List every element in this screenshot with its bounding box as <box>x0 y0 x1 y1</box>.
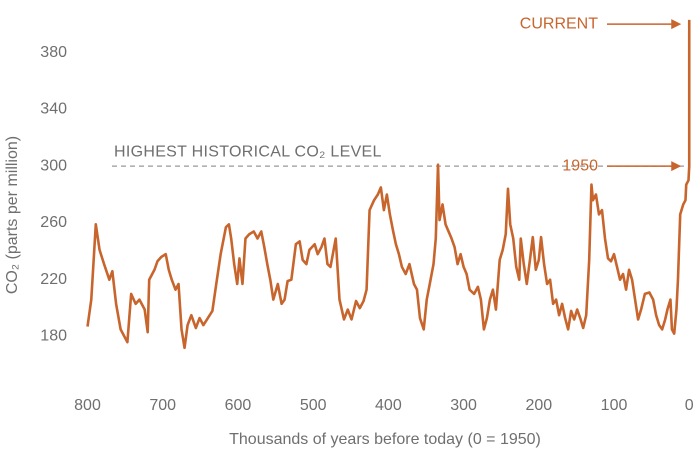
x-axis-label: Thousands of years before today (0 = 195… <box>229 431 541 448</box>
x-tick-label: 600 <box>225 397 252 414</box>
x-tick-label: 300 <box>450 397 477 414</box>
data-line <box>86 19 691 350</box>
x-tick-label: 700 <box>149 397 176 414</box>
x-tick-label: 500 <box>300 397 327 414</box>
annotation-arrowhead <box>671 19 682 30</box>
y-tick-label: 180 <box>40 328 67 345</box>
annotation-arrowhead <box>671 161 682 172</box>
y-tick-label: 380 <box>40 44 67 61</box>
x-tick-label: 400 <box>375 397 402 414</box>
x-tick-label: 200 <box>525 397 552 414</box>
x-tick-label: 800 <box>74 397 101 414</box>
x-tick-label: 0 <box>685 397 694 414</box>
y-tick-label: 220 <box>40 271 67 288</box>
x-tick-label: 100 <box>601 397 628 414</box>
reference-label: HIGHEST HISTORICAL CO₂ LEVEL <box>114 143 382 160</box>
y-axis-label: CO₂ (parts per million) <box>4 136 21 294</box>
annotation-label: CURRENT <box>520 15 598 32</box>
y-tick-label: 260 <box>40 214 67 231</box>
annotation-label: 1950 <box>562 157 598 174</box>
y-tick-label: 300 <box>40 157 67 174</box>
y-tick-label: 340 <box>40 101 67 118</box>
